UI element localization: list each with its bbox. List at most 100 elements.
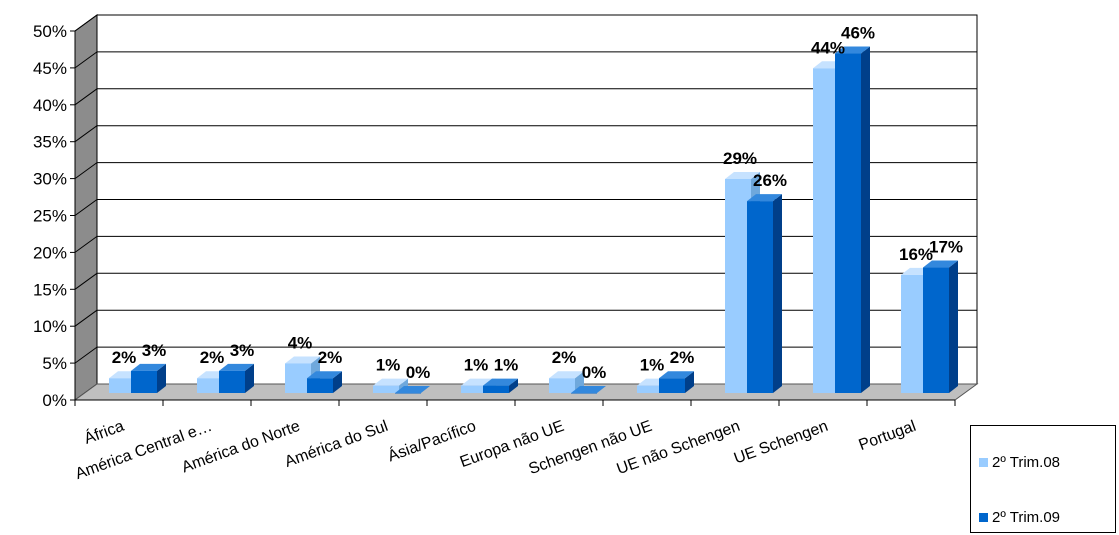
data-label: 4% [288, 333, 313, 352]
gridline-side [74, 199, 98, 216]
y-tick-label: 5% [42, 354, 67, 373]
data-label: 3% [142, 341, 167, 360]
data-label: 16% [899, 245, 933, 264]
data-label: 0% [582, 363, 607, 382]
gridline-side [74, 14, 98, 32]
bar-front [747, 201, 773, 393]
data-label: 17% [929, 238, 963, 257]
y-tick-label: 50% [33, 22, 67, 41]
legend-swatch-series-2 [979, 513, 988, 522]
legend-label-series-2: 2º Trim.09 [992, 509, 1060, 526]
y-tick-label: 40% [33, 96, 67, 115]
bar-front [725, 178, 751, 393]
legend-item-series-2: 2º Trim.09 [979, 509, 1060, 526]
gridline-side [74, 272, 98, 290]
bar-side [157, 363, 166, 393]
y-tick-label: 25% [33, 207, 67, 226]
bar [483, 378, 518, 393]
legend-label-series-1: 2º Trim.08 [992, 454, 1060, 471]
bar-top [373, 378, 408, 386]
bar-front [637, 385, 663, 393]
y-axis: 0% 5% 10% 15% 20% 25% 30% 35% 40% 45% 50% [33, 22, 76, 410]
data-label: 2% [670, 348, 695, 367]
bar-top [835, 46, 870, 54]
bar-front [659, 378, 685, 393]
y-tick-label: 0% [42, 391, 67, 410]
bar-front [461, 385, 487, 393]
data-label: 3% [230, 341, 255, 360]
bar-side [949, 260, 958, 393]
bar-top [285, 356, 320, 364]
bar-top [483, 378, 518, 386]
bar-side [245, 363, 254, 393]
gridline-side [74, 309, 98, 327]
data-label: 44% [811, 38, 845, 57]
data-label: 26% [753, 171, 787, 190]
data-label: 1% [494, 356, 519, 375]
x-tick-label: UE Schengen [732, 418, 831, 468]
bar [747, 194, 782, 393]
bar-front [901, 274, 927, 393]
bar-front [813, 68, 839, 393]
data-label: 2% [200, 348, 225, 367]
bar-top [923, 260, 958, 268]
bar-top [131, 363, 166, 371]
bar-front [109, 378, 135, 393]
y-tick-label: 35% [33, 133, 67, 152]
bars [109, 46, 958, 394]
bar-front [395, 393, 421, 394]
bar [219, 363, 254, 393]
data-label: 1% [640, 356, 665, 375]
gridline-side [74, 88, 98, 106]
legend-swatch-series-1 [979, 458, 988, 467]
data-label: 2% [318, 348, 343, 367]
bar-front [131, 370, 157, 393]
gridline-side [74, 162, 98, 180]
bar-top [395, 386, 430, 393]
gridline-side [74, 346, 98, 364]
bar [571, 386, 606, 394]
bar [131, 363, 166, 393]
bar-top [725, 171, 760, 179]
x-tick-label: África [81, 416, 126, 448]
x-tick-label: Portugal [857, 418, 919, 454]
bar-front [923, 267, 949, 393]
bar-front [285, 363, 311, 393]
y-tick-label: 45% [33, 59, 67, 78]
data-label: 1% [376, 356, 401, 375]
bar-top [747, 194, 782, 202]
data-label: 1% [464, 356, 489, 375]
bar-side [509, 378, 518, 393]
legend: 2º Trim.08 2º Trim.09 [970, 425, 1116, 533]
bar-front [835, 53, 861, 394]
gridline-side [74, 235, 98, 253]
bar-side [685, 371, 694, 393]
y-tick-label: 15% [33, 280, 67, 299]
data-label: 2% [112, 348, 137, 367]
bar-top [307, 371, 342, 379]
bar-top [549, 371, 584, 379]
bar-side [333, 371, 342, 393]
bar-front [219, 370, 245, 393]
data-labels: 2% 3% 2% 3% 4% 2% 1% 0% 1% 1% 2% 0% 1% 2% 29% 26% 44%46%… [112, 24, 963, 382]
bar [835, 46, 870, 394]
bar-top [571, 386, 606, 393]
bar-side [773, 194, 782, 393]
bar-front [571, 393, 597, 394]
data-label: 0% [406, 363, 431, 382]
legend-item-series-1: 2º Trim.08 [979, 454, 1060, 471]
bar [923, 260, 958, 393]
y-tick-label: 30% [33, 170, 67, 189]
bar-front [549, 378, 575, 393]
bar [659, 371, 694, 393]
y-tick-label: 10% [33, 317, 67, 336]
bar-front [197, 378, 223, 393]
gridline-side [74, 51, 98, 69]
gridline-side [74, 125, 98, 143]
data-label: 46% [841, 24, 875, 43]
bar-front [307, 378, 333, 393]
bar-side [861, 46, 870, 394]
data-label: 29% [723, 149, 757, 168]
